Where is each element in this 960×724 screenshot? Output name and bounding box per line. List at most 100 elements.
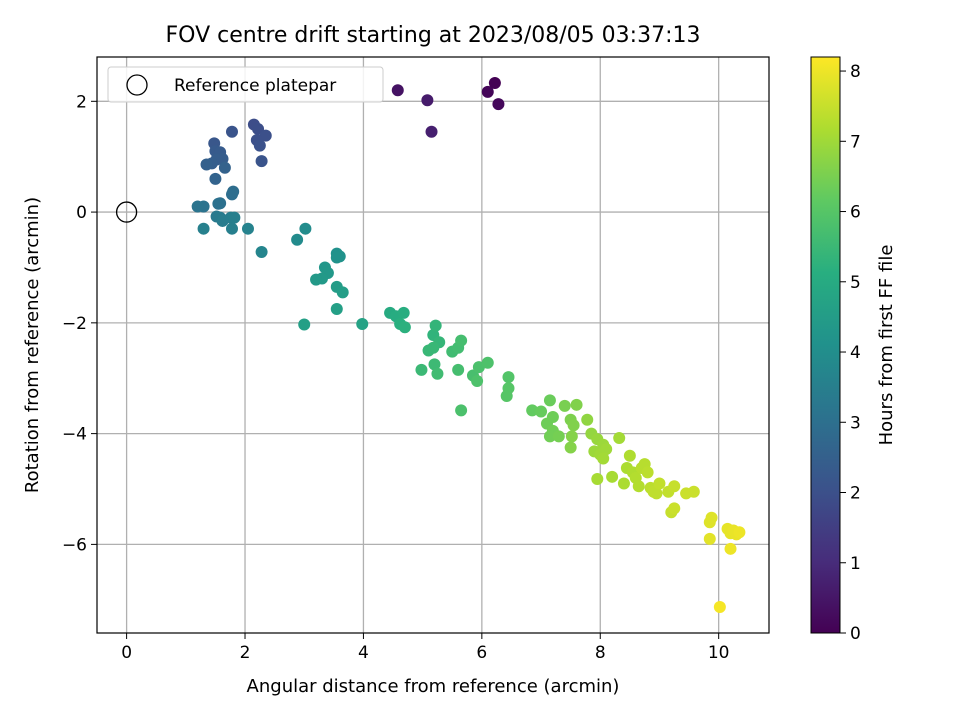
data-point [336,286,349,299]
data-point [200,158,213,171]
chart-title: FOV centre drift starting at 2023/08/05 … [166,23,701,48]
data-point [558,399,571,412]
data-point [500,389,513,402]
data-point [613,432,626,445]
data-point [668,502,681,515]
data-point [488,77,501,90]
data-point [606,470,619,483]
data-point [427,341,440,354]
x-tick-label: 0 [121,643,132,663]
y-tick-label: 0 [76,203,87,223]
data-point [543,430,556,443]
y-axis-label: Rotation from reference (arcmin) [22,197,43,493]
data-point [687,485,700,498]
data-point [565,430,578,443]
data-point [526,404,539,417]
data-point [209,172,222,185]
reference-point [115,201,138,223]
data-point [653,477,666,490]
data-point [212,197,225,210]
data-point [259,129,272,142]
data-point [299,222,312,235]
data-point [425,125,438,138]
data-point [421,94,434,107]
data-points [191,77,746,613]
data-point [330,303,343,315]
data-point [197,222,210,235]
data-point [502,371,515,384]
data-point [617,477,630,490]
y-tick-label: 2 [76,92,87,112]
data-point [225,125,238,138]
data-point [581,413,594,426]
data-point [591,473,604,486]
colorbar-tick-label: 8 [850,62,861,82]
data-point [310,273,323,286]
data-point [567,419,580,432]
colorbar-tick-label: 6 [850,203,861,223]
data-point [241,222,254,235]
y-axis-ticks: 2 0 −2 −4 −6 [62,92,97,555]
data-point [647,485,660,498]
data-point [255,155,268,168]
plot-area-frame [96,56,770,634]
colorbar-ticks: 0 1 2 3 4 5 6 7 8 [840,62,861,644]
data-point [564,441,577,454]
data-point [733,526,746,539]
legend-entry-label: Reference platepar [174,76,336,96]
data-point [391,84,404,97]
colorbar-tick-label: 1 [850,554,861,574]
data-point [397,306,410,319]
x-tick-label: 8 [595,643,606,663]
data-point [481,85,494,98]
colorbar-gradient [810,56,841,634]
data-point [471,375,484,387]
data-point [225,222,238,235]
colorbar-label: Hours from first FF file [876,245,897,446]
data-point [641,466,654,479]
data-point [600,443,613,456]
data-point [398,321,411,334]
data-point [428,358,441,371]
data-point [330,251,343,264]
data-point [724,542,737,555]
reference-marker [115,201,138,223]
data-point [570,398,583,411]
data-point [543,394,556,407]
data-point [253,139,266,152]
x-axis-ticks: 0 2 4 6 8 10 [121,633,729,663]
data-point [255,245,268,258]
colorbar-tick-label: 2 [850,484,861,504]
x-tick-label: 2 [240,643,251,663]
data-point [191,200,204,213]
data-point [535,405,548,418]
colorbar-tick-label: 7 [850,132,861,152]
data-point [356,317,369,330]
data-point [481,356,494,369]
colorbar-tick-label: 0 [850,624,861,644]
data-point [552,430,565,443]
data-point [218,161,231,174]
data-point [713,600,726,613]
data-point [668,480,681,493]
data-point [415,363,428,376]
legend: Reference platepar [107,66,384,103]
colorbar-tick-label: 5 [850,273,861,293]
data-point [455,404,468,417]
legend-marker-icon [126,74,148,96]
x-tick-label: 6 [476,643,487,663]
data-point [228,211,241,224]
data-point [225,188,238,201]
data-point [597,452,610,465]
y-tick-label: −4 [62,425,87,445]
data-point [455,334,468,347]
data-point [291,233,304,246]
data-point [623,449,636,462]
data-point [632,480,645,493]
colorbar-tick-label: 3 [850,413,861,433]
data-point [492,98,505,111]
y-tick-label: −2 [62,314,87,334]
x-tick-label: 10 [708,643,730,663]
data-point [705,511,718,524]
